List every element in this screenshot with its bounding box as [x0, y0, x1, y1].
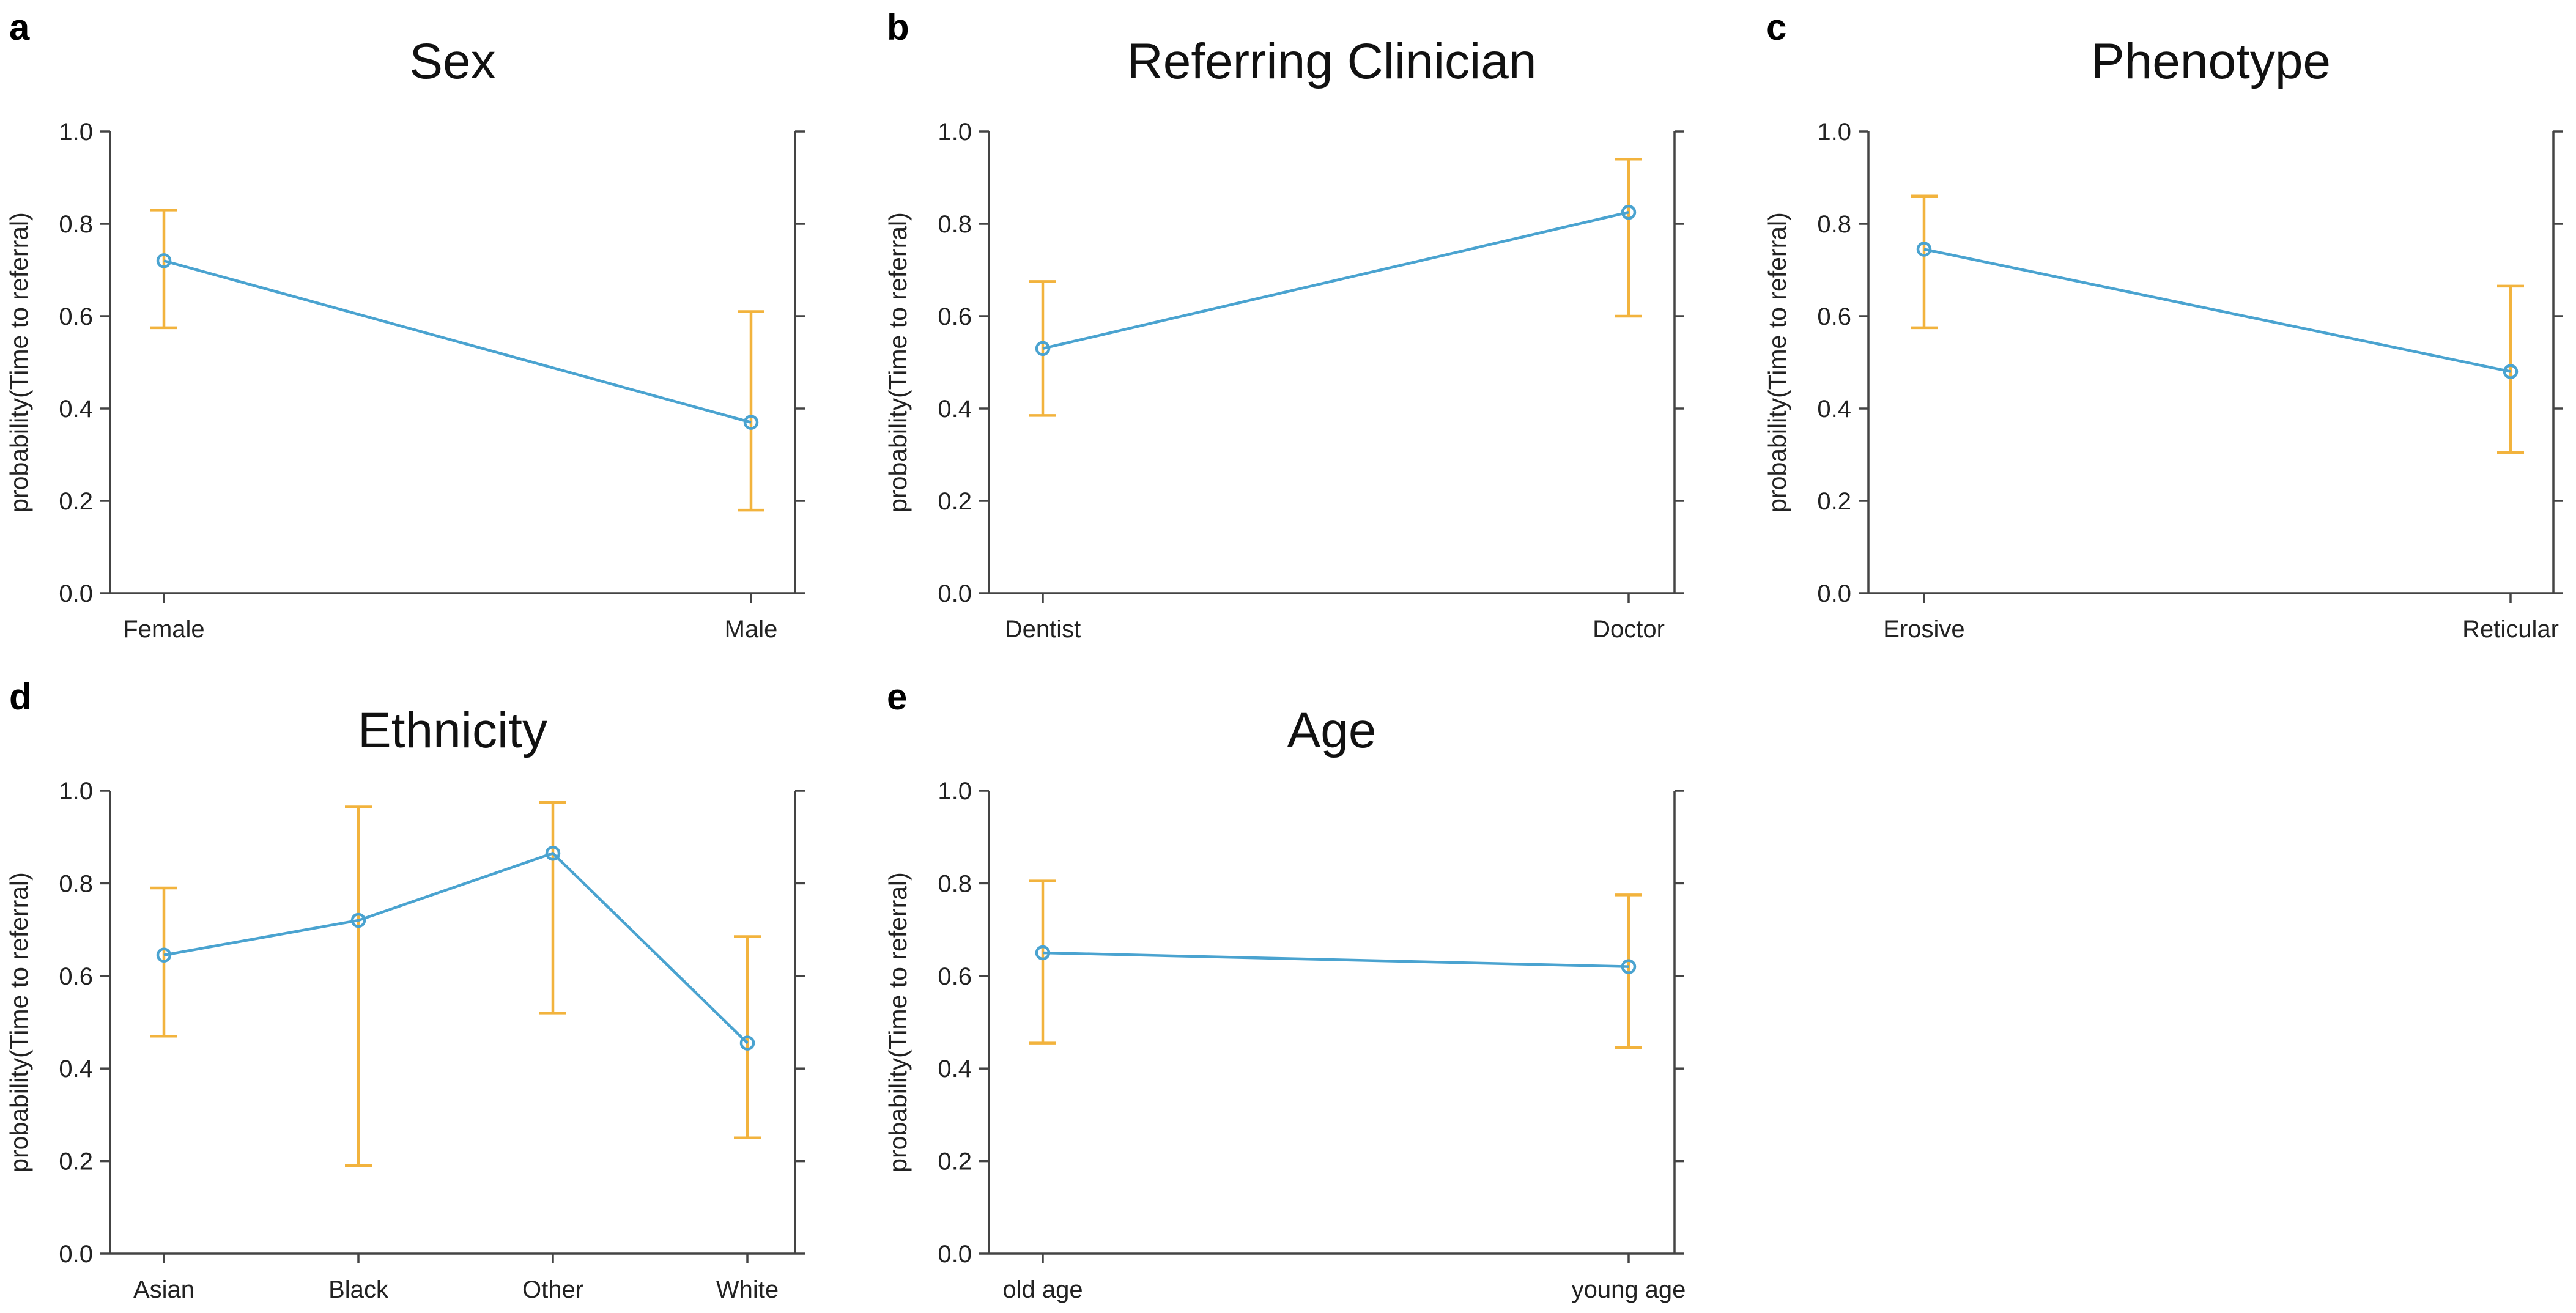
data-point [1621, 959, 1637, 974]
panel-d: d Ethnicity 0.0 0.2 0.4 0.6 0.8 1.0 probability(… [5, 676, 805, 1303]
x-tick-label-reticular: Reticular [2462, 616, 2559, 643]
panel-letter: d [9, 676, 32, 717]
chart-title: Phenotype [2091, 34, 2331, 89]
panel-c: c Phenotype 0.0 0.2 0.4 0.6 0.8 1.0 probability(… [1763, 7, 2563, 643]
y-tick-label: 0.8 [1817, 211, 1851, 238]
data-point [350, 912, 366, 928]
y-tick-label: 0.4 [1817, 396, 1851, 423]
y-tick-label: 0.4 [938, 1056, 972, 1082]
data-point [743, 415, 759, 430]
y-tick-label: 0.6 [938, 303, 972, 330]
y-tick-label: 0.8 [938, 870, 972, 897]
data-point [1035, 341, 1051, 357]
data-point [156, 947, 172, 963]
y-tick-label: 1.0 [1817, 119, 1851, 146]
y-tick-label: 1.0 [59, 119, 93, 146]
y-axis-label: probability(Time to referral) [884, 872, 912, 1172]
y-tick-label: 0.2 [938, 1148, 972, 1175]
y-axis-label: probability(Time to referral) [5, 872, 33, 1172]
x-tick-label-asian: Asian [133, 1276, 194, 1303]
y-tick-label: 0.2 [59, 1148, 93, 1175]
y-tick-label: 0.6 [938, 963, 972, 990]
y-tick-label: 0.2 [59, 488, 93, 515]
y-tick-label: 0.8 [938, 211, 972, 238]
y-tick-label: 0.2 [938, 488, 972, 515]
y-tick-label: 0.0 [59, 1241, 93, 1268]
x-tick-label-young-age: young age [1572, 1276, 1686, 1303]
series-line [1042, 210, 1629, 350]
y-tick-label: 0.2 [1817, 488, 1851, 515]
chart-title: Sex [409, 34, 495, 89]
x-tick-label-dentist: Dentist [1005, 616, 1081, 643]
panel-letter: a [9, 7, 30, 48]
y-axis-label: probability(Time to referral) [884, 212, 912, 512]
x-tick-label-white: White [716, 1276, 779, 1303]
y-tick-label: 0.0 [938, 580, 972, 607]
data-point [1035, 945, 1051, 961]
x-tick-label-other: Other [522, 1276, 583, 1303]
y-tick-label: 0.0 [938, 1241, 972, 1268]
series-line [163, 851, 749, 1045]
x-tick-label-male: Male [725, 616, 778, 643]
x-tick-label-erosive: Erosive [1883, 616, 1964, 643]
y-tick-label: 0.4 [59, 1056, 93, 1082]
chart-title: Referring Clinician [1127, 34, 1537, 89]
y-tick-label: 0.4 [59, 396, 93, 423]
series-line [1042, 951, 1629, 968]
data-point [1916, 242, 1932, 257]
panel-letter: c [1766, 7, 1786, 48]
y-tick-label: 0.6 [59, 963, 93, 990]
y-tick-label: 0.8 [59, 211, 93, 238]
panel-e: e Age 0.0 0.2 0.4 0.6 0.8 1.0 probability(Time t… [884, 676, 1686, 1303]
y-tick-label: 1.0 [938, 119, 972, 146]
y-tick-label: 0.0 [1817, 580, 1851, 607]
x-tick-label-female: Female [123, 616, 204, 643]
series-line [163, 259, 752, 424]
y-tick-label: 0.6 [59, 303, 93, 330]
x-tick-label-doctor: Doctor [1593, 616, 1665, 643]
chart-title: Ethnicity [358, 703, 547, 758]
panel-a: a Sex 0.0 0.2 0.4 0.6 0.8 1.0 probability(Time t… [5, 7, 805, 643]
x-tick-label-black: Black [328, 1276, 389, 1303]
data-point [156, 253, 172, 268]
chart-title: Age [1287, 703, 1377, 758]
data-point [2503, 364, 2519, 379]
y-axis-label: probability(Time to referral) [1763, 212, 1791, 512]
y-tick-label: 1.0 [938, 778, 972, 805]
data-point [545, 845, 561, 861]
series-line [1923, 248, 2511, 373]
data-point [1621, 204, 1637, 220]
y-tick-label: 0.8 [59, 870, 93, 897]
y-tick-label: 0.6 [1817, 303, 1851, 330]
data-point [739, 1035, 755, 1051]
y-tick-label: 1.0 [59, 778, 93, 805]
panel-b: b Referring Clinician 0.0 0.2 0.4 0.6 0.8 1.0 pr… [884, 7, 1684, 643]
y-tick-label: 0.4 [938, 396, 972, 423]
panel-letter: b [887, 7, 909, 48]
panel-letter: e [887, 676, 907, 717]
y-axis-label: probability(Time to referral) [5, 212, 33, 512]
y-tick-label: 0.0 [59, 580, 93, 607]
x-tick-label-old-age: old age [1002, 1276, 1083, 1303]
